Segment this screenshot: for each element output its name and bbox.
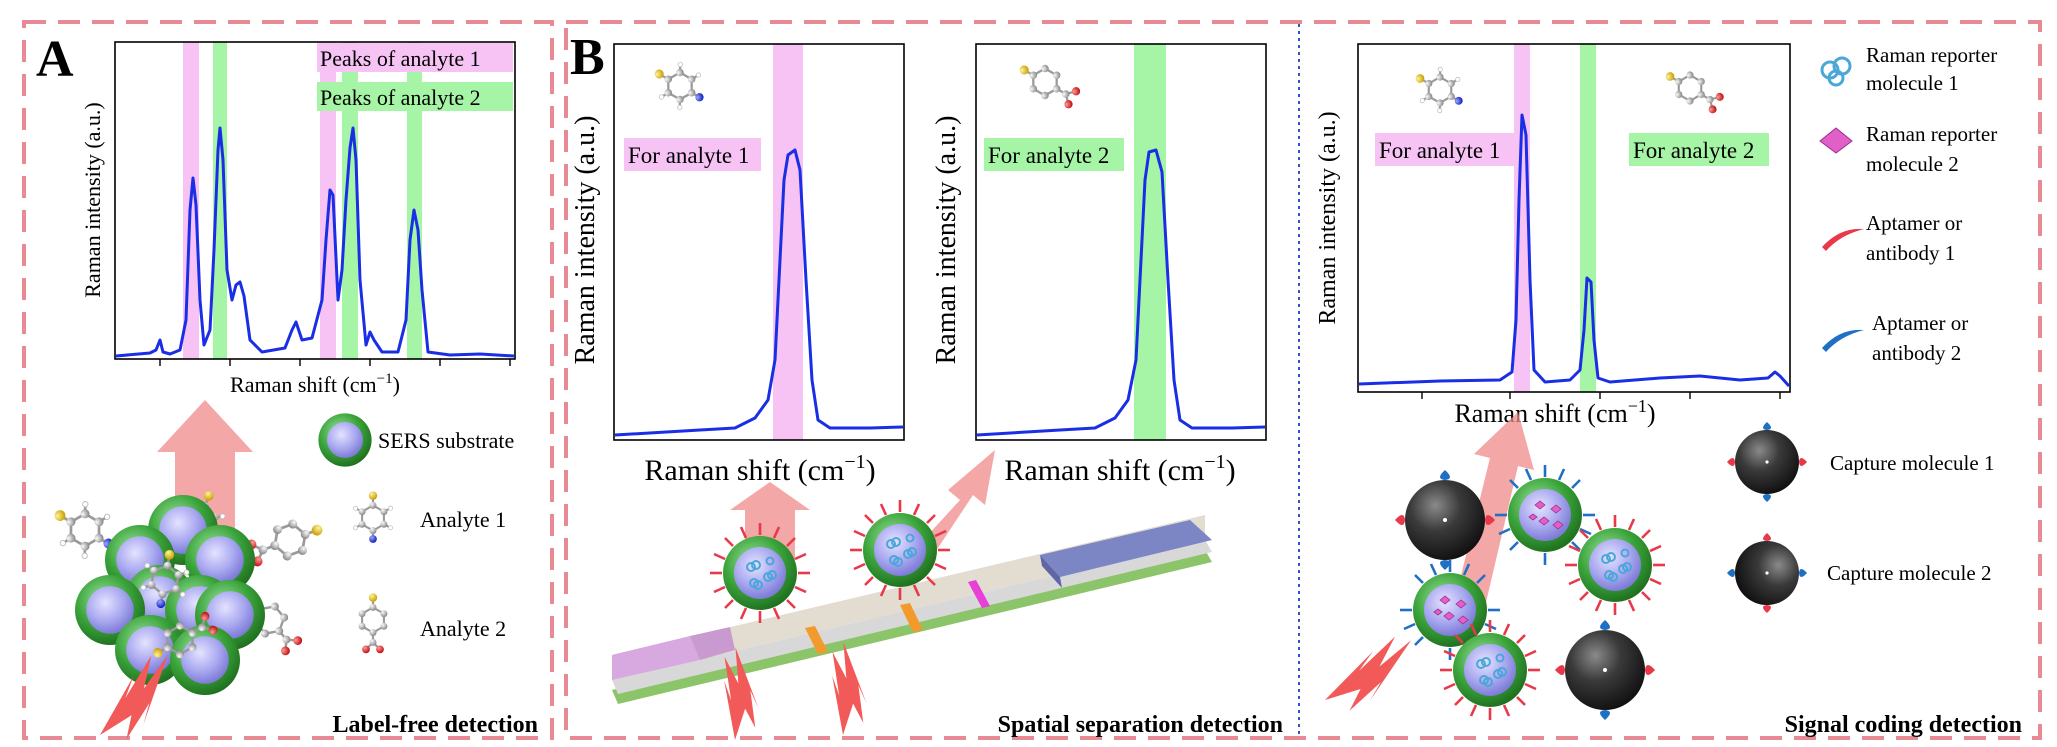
nanotag-1-icon — [848, 498, 952, 602]
capture-molecule-2-icon — [1727, 533, 1807, 613]
annotation-analyte2-bg — [317, 82, 513, 111]
label-analyte2: For analyte 2 — [988, 143, 1109, 168]
x-ticks — [1421, 392, 1781, 399]
band-analyte1 — [773, 44, 803, 440]
analyte-1-icon — [352, 490, 394, 544]
panel-a-chart: Peaks of analyte 1 Peaks of analyte 2 Ra… — [80, 41, 516, 397]
legend-aptamer-2-line1: Aptamer or — [1872, 311, 1968, 335]
panel-b-letter: B — [570, 29, 605, 86]
legend-analyte-1: Analyte 1 — [420, 507, 506, 532]
x-ticks — [159, 359, 511, 366]
label-analyte1: For analyte 1 — [628, 143, 749, 168]
legend-analyte-2: Analyte 2 — [420, 616, 506, 641]
panel-b-chart-1: For analyte 1 Raman intensity (a.u.) Ram… — [570, 43, 905, 487]
legend-capture-2: Capture molecule 2 — [1827, 561, 1991, 585]
laser-icon — [1320, 635, 1417, 713]
band-analyte2 — [407, 42, 422, 359]
y-axis-label: Raman intensity (a.u.) — [1315, 111, 1341, 324]
annotation-analyte1-bg — [317, 43, 513, 72]
raman-reporter-2-icon — [1819, 127, 1853, 154]
y-axis-label: Raman intensity (a.u.) — [931, 116, 962, 365]
label-analyte2-bg — [1629, 133, 1769, 166]
panel-b-footer: Spatial separation detection — [998, 712, 1283, 738]
x-axis-label: Raman shift (cm−1) — [1454, 396, 1655, 428]
chart-frame — [114, 41, 516, 360]
annotation-analyte2: Peaks of analyte 2 — [320, 85, 481, 110]
band-analyte2 — [1134, 44, 1166, 440]
band-analyte2 — [342, 42, 358, 359]
x-axis-label: Raman shift (cm−1) — [644, 451, 875, 487]
label-analyte1: For analyte 1 — [1379, 138, 1500, 163]
capture-molecule-1-icon — [1727, 422, 1807, 502]
chart-frame — [613, 43, 905, 441]
sers-substrate-icon — [318, 413, 372, 467]
raman-reporter-1-icon — [1405, 57, 1474, 122]
legend-capture-1: Capture molecule 1 — [1830, 451, 1994, 475]
legend-sers-substrate: SERS substrate — [378, 428, 514, 453]
chart-frame — [1357, 43, 1791, 393]
label-analyte2: For analyte 2 — [1633, 138, 1754, 163]
annotation-analyte1: Peaks of analyte 1 — [320, 46, 481, 71]
nanotag-1-icon — [708, 521, 812, 625]
spectrum-line — [115, 126, 515, 358]
label-analyte1-bg — [1375, 133, 1514, 166]
chart-frame — [975, 43, 1267, 441]
panel-a-border — [22, 20, 554, 740]
sandwich-assembly — [1395, 463, 1667, 722]
legend-reporter-2-line2: molecule 2 — [1866, 152, 1959, 176]
sers-cluster — [41, 482, 330, 695]
spectrum-line — [614, 148, 904, 437]
raman-reporter-1-icon — [1820, 56, 1852, 87]
band-analyte2 — [213, 42, 227, 359]
analyte-2-icon — [357, 592, 389, 655]
panel-c-chart: For analyte 1 For analyte 2 Raman intens… — [1315, 43, 1791, 428]
x-axis-label: Raman shift (cm−1) — [230, 371, 400, 397]
legend-aptamer-1-line2: antibody 1 — [1866, 241, 1955, 265]
panel-bc-border — [564, 20, 2042, 740]
lateral-flow-strip-icon — [612, 515, 1212, 704]
legend-reporter-1-line1: Raman reporter — [1866, 43, 1997, 67]
aptamer-1-icon — [1822, 228, 1864, 251]
y-axis-label: Raman intensity (a.u.) — [80, 102, 105, 298]
analyte-2-icon — [1011, 53, 1085, 115]
panel-b-chart-2: For analyte 2 Raman intensity (a.u.) Ram… — [931, 43, 1267, 487]
aptamer-2-icon — [1822, 329, 1864, 352]
panel-a-footer: Label-free detection — [333, 712, 539, 738]
spectrum-line — [976, 148, 1266, 437]
analyte-1-icon — [643, 52, 715, 119]
legend-aptamer-2-line2: antibody 2 — [1872, 341, 1961, 365]
x-axis-label: Raman shift (cm−1) — [1004, 451, 1235, 487]
legend-reporter-2-line1: Raman reporter — [1866, 122, 1997, 146]
legend-reporter-1-line2: molecule 1 — [1866, 71, 1959, 95]
panel-a-letter: A — [36, 31, 74, 88]
y-axis-label: Raman intensity (a.u.) — [570, 116, 601, 365]
label-analyte1-bg — [624, 138, 761, 171]
spectrum-line — [1358, 113, 1791, 388]
panel-c-footer: Signal coding detection — [1785, 712, 2022, 738]
label-analyte2-bg — [984, 138, 1124, 171]
raman-reporter-2-icon — [1657, 60, 1729, 120]
legend-aptamer-1-line1: Aptamer or — [1866, 211, 1962, 235]
